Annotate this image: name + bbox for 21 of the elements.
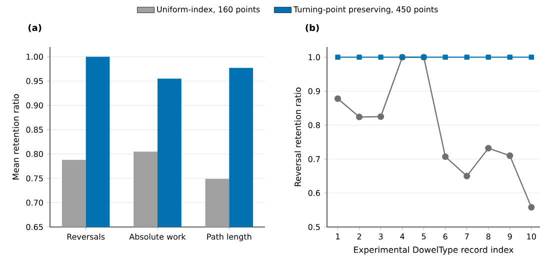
point [485,144,492,152]
point [378,113,384,120]
y-axis-title: Mean retention ratio [12,94,19,180]
point [486,54,491,60]
point [442,54,448,60]
point [507,54,512,60]
point [356,114,363,120]
point [378,54,384,60]
chart-title: (b) [306,24,319,32]
y-axis-title: Reversal retention ratio [294,88,301,186]
point [335,54,340,60]
point [464,172,470,180]
point [464,54,470,60]
point [506,152,514,159]
point [334,95,342,102]
point [442,153,449,160]
chart-title: (a) [28,24,42,32]
point [528,54,534,60]
point [528,204,535,211]
point [356,54,362,60]
x-axis-title: Experimental DowelType record index [354,246,514,255]
